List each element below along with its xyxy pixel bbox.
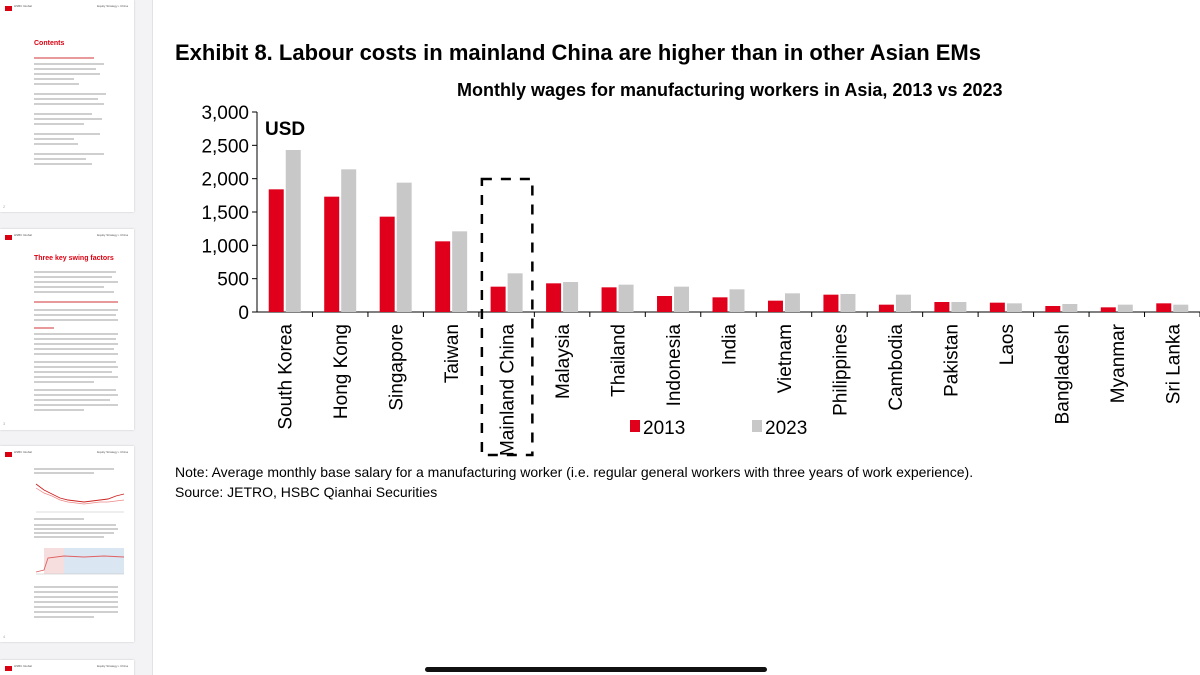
bar-2023-cambodia [895, 294, 911, 312]
bar-2023-taiwan [452, 231, 468, 312]
x-tick-label: South Korea [276, 324, 297, 430]
bar-2013-taiwan [435, 241, 451, 312]
bar-2013-sri-lanka [1156, 303, 1172, 312]
page-thumbnail-2[interactable]: HSBC Global Equity Strategy • China Thre… [0, 229, 134, 430]
bar-2023-sri-lanka [1173, 304, 1189, 312]
bar-2013-cambodia [878, 304, 894, 312]
x-tick-label: India [720, 324, 741, 366]
x-tick-label: Pakistan [941, 324, 962, 397]
bar-2013-indonesia [657, 296, 673, 312]
bar-2023-vietnam [784, 293, 800, 312]
legend-swatch-2013 [630, 420, 640, 432]
legend-label-2013: 2013 [643, 418, 685, 439]
page-thumbnail-1[interactable]: HSBC Global Equity Strategy • China Cont… [0, 0, 134, 212]
home-indicator[interactable] [425, 667, 767, 672]
bar-2013-south-korea [268, 189, 284, 312]
bar-2013-bangladesh [1045, 306, 1061, 312]
unit-label: USD [265, 119, 305, 140]
thumbnail-bank-label: HSBC Global [14, 450, 32, 454]
x-tick-label: Sri Lanka [1163, 324, 1184, 405]
bar-2013-malaysia [546, 283, 562, 312]
page-thumbnail-4[interactable]: HSBC Global Equity Strategy • China [0, 660, 134, 675]
bar-2013-vietnam [767, 300, 783, 312]
bar-chart: 0 500 1,000 1,500 2,000 2,500 3,000 USD South Ko… [201, 103, 1200, 457]
thumbnail-bank-label: HSBC Global [14, 4, 32, 8]
x-tick-label: Singapore [387, 324, 408, 411]
bar-2023-india [729, 289, 745, 312]
thumbnail-title: Three key swing factors [34, 255, 114, 262]
highlight-box [480, 177, 534, 457]
exhibit-title: Exhibit 8. Labour costs in mainland Chin… [175, 40, 981, 65]
bar-2023-indonesia [674, 286, 690, 312]
hsbc-logo-icon [5, 6, 12, 11]
page-thumbnail-3[interactable]: HSBC Global Equity Strategy • China 4 [0, 446, 134, 642]
thumbnail-bank-label: HSBC Global [14, 233, 32, 237]
hsbc-logo-icon [5, 452, 12, 457]
thumbnail-mini-chart-2 [35, 548, 125, 575]
y-tick-label: 3,000 [201, 103, 249, 124]
bar-2023-malaysia [563, 282, 579, 312]
thumbnail-header: Equity Strategy • China [97, 233, 128, 237]
bar-2023-pakistan [951, 302, 967, 312]
document-page: Exhibit 8. Labour costs in mainland Chin… [152, 0, 1200, 675]
bar-2013-laos [989, 302, 1005, 312]
y-tick-label: 500 [217, 270, 249, 291]
y-tick-label: 0 [238, 303, 249, 324]
page-thumbnail-sidebar: HSBC Global Equity Strategy • China Cont… [0, 0, 153, 675]
chart-source: Source: JETRO, HSBC Qianhai Securities [175, 484, 438, 500]
bar-2023-south-korea [285, 150, 301, 312]
chart-note: Note: Average monthly base salary for a … [175, 464, 974, 480]
bar-2013-hong-kong [324, 196, 340, 312]
bar-2023-singapore [396, 182, 412, 312]
thumbnail-title: Contents [34, 40, 65, 47]
bar-2023-laos [1006, 303, 1022, 312]
x-tick-label: Philippines [830, 324, 851, 416]
y-tick-label: 2,000 [201, 170, 249, 191]
x-tick-label: Indonesia [664, 324, 685, 407]
thumbnail-header: Equity Strategy • China [97, 450, 128, 454]
hsbc-logo-icon [5, 666, 12, 671]
bar-2023-bangladesh [1062, 304, 1078, 312]
y-tick-label: 2,500 [201, 136, 249, 157]
bar-2013-singapore [379, 216, 395, 312]
x-tick-label: Malaysia [553, 324, 574, 399]
bar-2013-thailand [601, 287, 617, 312]
x-tick-label: Mainland China [498, 324, 519, 456]
bar-2013-myanmar [1100, 307, 1116, 312]
x-tick-label: Vietnam [775, 324, 796, 393]
x-tick-label: Myanmar [1108, 323, 1129, 403]
legend-label-2023: 2023 [765, 418, 807, 439]
x-tick-label: Bangladesh [1052, 324, 1073, 424]
y-tick-label: 1,500 [201, 203, 249, 224]
x-tick-label: Laos [997, 324, 1018, 365]
bar-2013-pakistan [934, 302, 950, 312]
bar-2013-philippines [823, 294, 839, 312]
bar-2023-myanmar [1117, 304, 1133, 312]
x-tick-label: Thailand [609, 324, 630, 397]
bar-2023-mainland-china [507, 273, 523, 312]
hsbc-logo-icon [5, 235, 12, 240]
thumbnail-header: Equity Strategy • China [97, 664, 128, 668]
thumbnail-bank-label: HSBC Global [14, 664, 32, 668]
x-tick-label: Taiwan [442, 324, 463, 383]
thumbnail-header: Equity Strategy • China [97, 4, 128, 8]
bar-2023-thailand [618, 284, 634, 312]
thumbnail-mini-chart-1 [35, 483, 125, 513]
legend-swatch-2023 [752, 420, 762, 432]
bar-2023-philippines [840, 294, 856, 312]
y-tick-label: 1,000 [201, 236, 249, 257]
x-tick-label: Hong Kong [331, 324, 352, 419]
bar-2013-mainland-china [490, 286, 506, 312]
bar-2023-hong-kong [341, 169, 357, 312]
chart-title: Monthly wages for manufacturing workers … [457, 80, 1003, 100]
bar-2013-india [712, 297, 728, 312]
x-tick-label: Cambodia [886, 324, 907, 411]
